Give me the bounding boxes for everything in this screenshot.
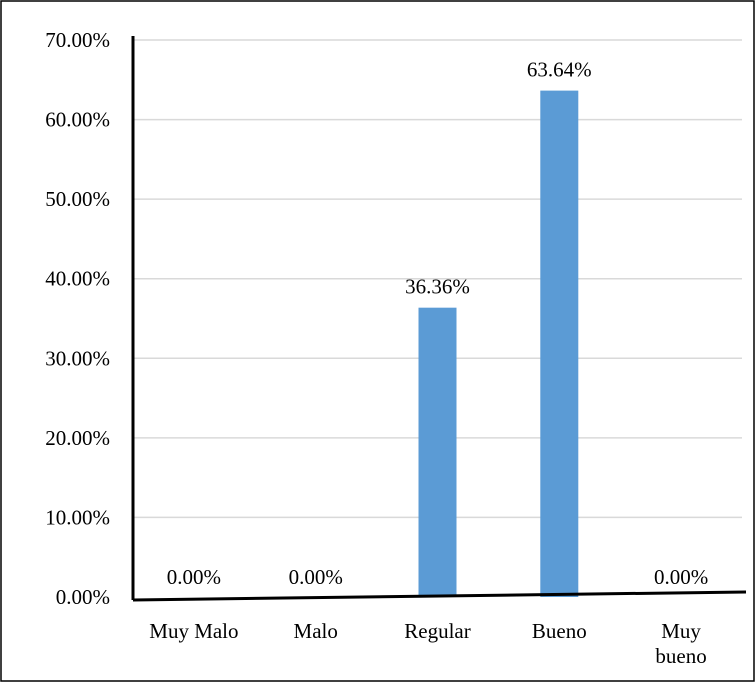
data-label: 0.00% [167, 565, 221, 589]
y-tick-label: 10.00% [45, 505, 110, 529]
x-category-label: Malo [294, 619, 338, 643]
data-label: 36.36% [405, 275, 470, 299]
x-category-label: Bueno [532, 619, 587, 643]
data-label: 0.00% [654, 565, 708, 589]
data-label: 63.64% [527, 58, 592, 82]
y-tick-label: 50.00% [45, 187, 110, 211]
y-tick-label: 20.00% [45, 426, 110, 450]
axes [131, 36, 747, 602]
bar [540, 90, 579, 598]
y-tick-label: 70.00% [45, 28, 110, 52]
x-category-label: Regular [404, 619, 470, 643]
data-label: 0.00% [289, 565, 343, 589]
y-tick-label: 30.00% [45, 346, 110, 370]
y-tick-labels: 0.00% 10.00% 20.00% 30.00% 40.00% 50.00% 60.00… [45, 28, 110, 609]
y-tick-label: 0.00% [56, 585, 110, 609]
x-category-label: bueno [655, 644, 706, 668]
x-axis-line [132, 590, 747, 602]
bar [418, 307, 457, 597]
bars [418, 90, 579, 598]
y-tick-label: 60.00% [45, 108, 110, 132]
y-tick-label: 40.00% [45, 267, 110, 291]
data-labels: 0.00% 0.00% 36.36% 63.64% 0.00% [167, 58, 708, 589]
x-category-label: Muy [661, 619, 701, 643]
x-category-label: Muy Malo [149, 619, 238, 643]
